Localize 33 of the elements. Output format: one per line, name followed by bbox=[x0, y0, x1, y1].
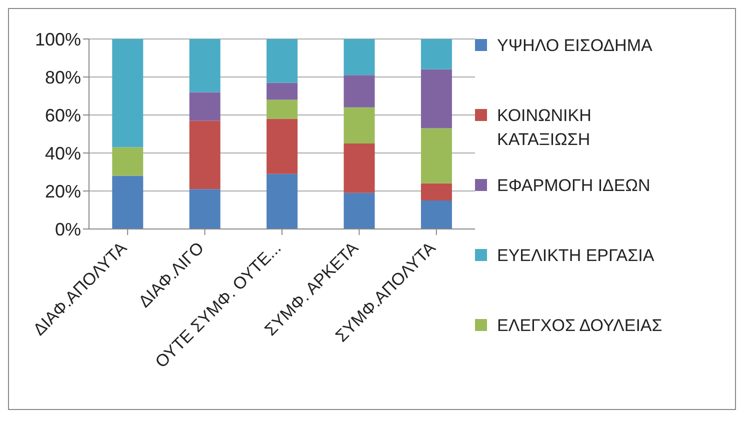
bar bbox=[112, 176, 144, 229]
bar bbox=[189, 189, 220, 229]
bar bbox=[344, 75, 375, 108]
y-tick-label: 100% bbox=[34, 29, 81, 50]
bar bbox=[420, 39, 452, 70]
bar bbox=[189, 120, 220, 190]
bar bbox=[420, 183, 452, 200]
y-tick-label: 20% bbox=[44, 181, 81, 202]
bar bbox=[344, 107, 375, 144]
bar bbox=[344, 39, 375, 76]
bar bbox=[420, 128, 452, 184]
bar bbox=[344, 144, 375, 193]
legend-label: ΥΨΗΛΟ ΕΙΣΟΔΗΜΑ bbox=[497, 35, 654, 57]
y-tick-label: 40% bbox=[44, 143, 81, 164]
legend-label: ΚΟΙΝΩΝΙΚΗ ΚΑΤΑΞΙΩΣΗ bbox=[497, 105, 592, 151]
legend-label: ΕΦΑΡΜΟΓΗ ΙΔΕΩΝ bbox=[497, 175, 652, 197]
bar bbox=[266, 100, 298, 119]
y-tick-label: 0% bbox=[54, 219, 81, 240]
legend-label: ΕΥΕΛΙΚΤΗ ΕΡΓΑΣΙΑ bbox=[497, 245, 656, 267]
bar bbox=[112, 39, 144, 148]
y-tick-label: 80% bbox=[44, 67, 81, 88]
y-tick-label: 60% bbox=[44, 105, 81, 126]
bar bbox=[266, 174, 298, 229]
bar bbox=[266, 118, 298, 174]
bar bbox=[344, 192, 375, 229]
bar bbox=[112, 147, 144, 176]
bar bbox=[189, 92, 220, 121]
bar bbox=[189, 39, 220, 92]
legend-label: ΕΛΕΓΧΟΣ ΔΟΥΛΕΙΑΣ bbox=[497, 315, 664, 337]
bar bbox=[420, 200, 452, 229]
bar bbox=[266, 82, 298, 100]
bar bbox=[420, 69, 452, 128]
bar bbox=[266, 39, 298, 83]
